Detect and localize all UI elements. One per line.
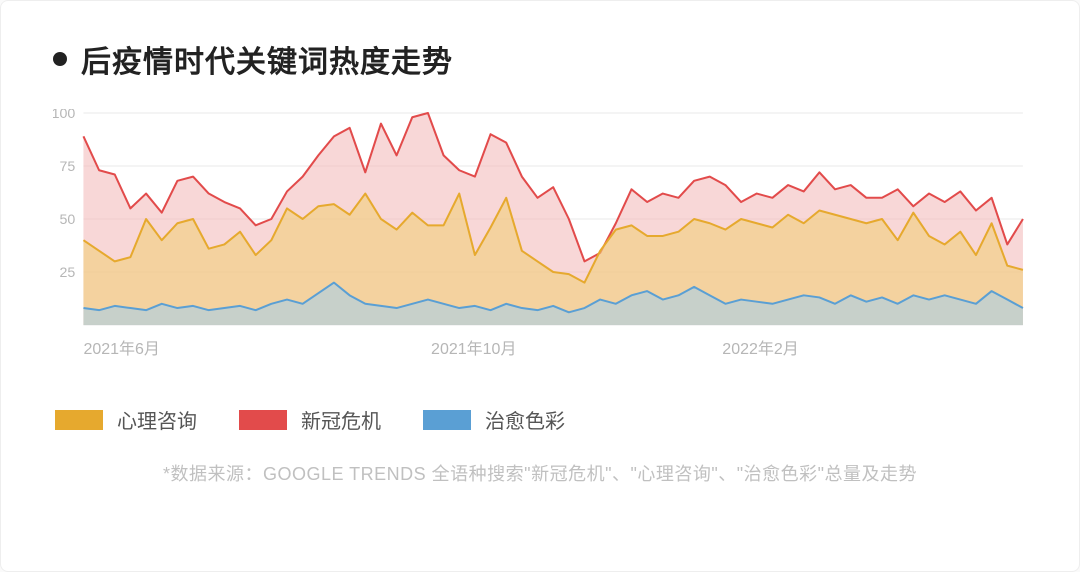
legend-label: 心理咨询 (117, 405, 197, 434)
svg-text:75: 75 (60, 158, 76, 174)
x-axis-tick-label: 2021年10月 (431, 335, 516, 359)
bullet-icon (53, 52, 67, 66)
svg-text:100: 100 (53, 109, 75, 121)
legend-label: 治愈色彩 (485, 405, 565, 434)
chart-area: 25 50 75 100 (53, 109, 1027, 329)
legend-item: 治愈色彩 (423, 405, 565, 434)
legend-label: 新冠危机 (301, 405, 381, 434)
legend-item: 新冠危机 (239, 405, 381, 434)
title-row: 后疫情时代关键词热度走势 (53, 37, 1027, 81)
chart-title: 后疫情时代关键词热度走势 (81, 37, 453, 81)
x-axis-tick-label: 2021年6月 (83, 335, 160, 359)
legend-swatch (239, 410, 287, 430)
svg-text:25: 25 (60, 264, 76, 280)
legend-swatch (423, 410, 471, 430)
x-axis-labels: 2021年6月 2021年10月 2022年2月 (53, 335, 1027, 361)
x-axis-tick-label: 2022年2月 (722, 335, 799, 359)
legend: 心理咨询 新冠危机 治愈色彩 (53, 405, 1027, 434)
source-note: *数据来源：GOOGLE TRENDS 全语种搜索"新冠危机"、"心理咨询"、"… (53, 460, 1027, 486)
chart-card: 后疫情时代关键词热度走势 255075100 2021年6月2021年10月20… (0, 0, 1080, 572)
legend-item: 心理咨询 (55, 405, 197, 434)
legend-swatch (55, 410, 103, 430)
area-chart-svg: 25 50 75 100 (53, 109, 1027, 329)
svg-text:50: 50 (60, 211, 76, 227)
